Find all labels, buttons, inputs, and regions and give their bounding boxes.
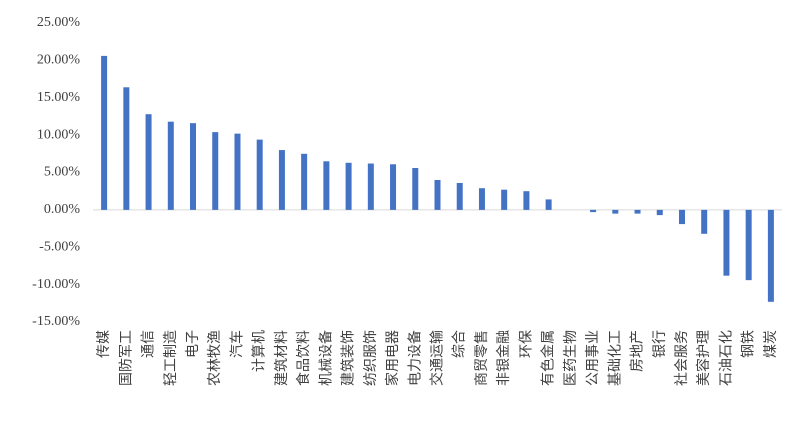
x-tick-label: 电力设备: [406, 330, 423, 386]
bar: [434, 179, 441, 210]
x-tick-label: 环保: [518, 330, 534, 358]
y-tick-label: -5.00%: [39, 239, 80, 254]
y-tick-label: -15.00%: [32, 314, 80, 329]
bar: [323, 161, 330, 210]
x-tick-label: 电子: [185, 330, 201, 358]
bar: [701, 209, 708, 234]
x-tick-label: 银行: [652, 330, 668, 358]
x-tick-label: 汽车: [228, 330, 245, 358]
y-tick-label: 15.00%: [37, 90, 81, 105]
y-tick-label: 10.00%: [37, 127, 81, 142]
x-tick-label: 交通运输: [429, 330, 446, 386]
bar: [745, 209, 752, 281]
x-tick-label: 钢铁: [741, 330, 757, 358]
x-tick-label: 轻工制造: [163, 330, 179, 386]
bar: [767, 209, 774, 302]
bar: [167, 121, 174, 210]
bar: [212, 132, 219, 210]
x-tick-label: 基础化工: [606, 330, 623, 386]
x-tick-label: 纺织服饰: [363, 330, 379, 386]
bar: [256, 139, 263, 210]
y-tick-label: 25.00%: [37, 15, 81, 30]
x-tick-label: 通信: [141, 330, 157, 358]
bar: [656, 209, 663, 216]
bar: [478, 188, 485, 210]
x-tick-label: 有色金属: [540, 330, 557, 386]
x-tick-label: 医药生物: [563, 330, 579, 386]
bar: [590, 209, 597, 213]
bar: [390, 164, 397, 210]
bar: [678, 209, 685, 225]
bar: [190, 123, 197, 210]
bar: [101, 55, 108, 210]
x-tick-label: 煤炭: [763, 330, 779, 358]
x-tick-label: 非银金融: [496, 330, 512, 386]
y-tick-label: 0.00%: [44, 202, 81, 217]
bar: [345, 162, 352, 210]
x-tick-label: 机械设备: [317, 330, 334, 386]
y-tick-label: 5.00%: [44, 165, 81, 180]
x-tick-label: 综合: [452, 330, 468, 358]
x-tick-label: 石油石化: [718, 330, 734, 386]
x-tick-label: 建筑装饰: [341, 330, 357, 386]
x-tick-label: 商贸零售: [474, 330, 490, 386]
x-tick-label: 公用事业: [585, 330, 601, 386]
x-tick-label: 房地产: [630, 330, 646, 372]
bar: [501, 189, 508, 210]
bar: [723, 209, 730, 276]
bar: [523, 191, 530, 210]
x-tick-label: 食品饮料: [295, 330, 312, 386]
bar: [123, 87, 130, 210]
bar: [301, 153, 308, 210]
x-tick-label: 美容护理: [695, 330, 712, 386]
x-tick-label: 传媒: [96, 330, 112, 358]
bar: [634, 209, 641, 214]
bar: [456, 182, 463, 210]
x-tick-label: 社会服务: [674, 330, 690, 386]
bar: [145, 114, 152, 210]
x-tick-label: 计算机: [252, 330, 268, 372]
bar: [412, 168, 419, 210]
bar: [234, 133, 241, 210]
bar: [545, 199, 552, 210]
y-tick-label: 20.00%: [37, 53, 81, 68]
y-tick-label: -10.00%: [32, 277, 80, 292]
x-tick-label: 建筑材料: [274, 330, 290, 386]
bar: [612, 209, 619, 214]
bar: [367, 163, 374, 210]
bar: [278, 150, 285, 210]
x-tick-label: 家用电器: [384, 330, 401, 386]
x-tick-label: 国防军工: [118, 330, 134, 386]
x-tick-label: 农林牧渔: [207, 330, 223, 386]
